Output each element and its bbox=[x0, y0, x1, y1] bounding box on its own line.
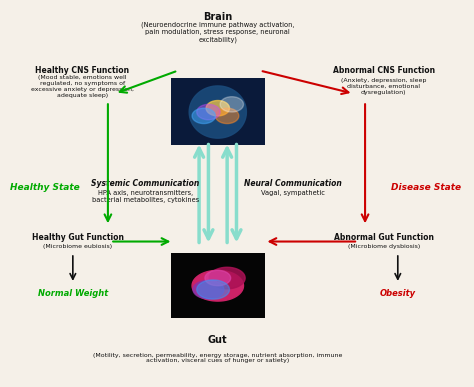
Text: Systemic Communication: Systemic Communication bbox=[91, 180, 200, 188]
Polygon shape bbox=[220, 97, 244, 112]
Text: Abnormal CNS Function: Abnormal CNS Function bbox=[333, 66, 435, 75]
Text: Abnormal Gut Function: Abnormal Gut Function bbox=[334, 233, 434, 242]
Text: Gut: Gut bbox=[208, 335, 228, 345]
FancyBboxPatch shape bbox=[171, 78, 264, 146]
Text: Disease State: Disease State bbox=[391, 183, 461, 192]
Text: (Microbiome eubiosis): (Microbiome eubiosis) bbox=[43, 244, 112, 249]
Text: (Mood stable, emotions well
regulated, no symptoms of
excessive anxiety or depre: (Mood stable, emotions well regulated, n… bbox=[31, 75, 134, 98]
Polygon shape bbox=[216, 108, 239, 123]
Text: Healthy Gut Function: Healthy Gut Function bbox=[31, 233, 124, 242]
Text: Obesity: Obesity bbox=[380, 289, 416, 298]
Text: HPA axis, neurotransmitters,
bacterial metabolites, cytokines: HPA axis, neurotransmitters, bacterial m… bbox=[91, 190, 199, 203]
Polygon shape bbox=[209, 267, 245, 289]
Text: Neural Communication: Neural Communication bbox=[244, 180, 341, 188]
Text: Healthy State: Healthy State bbox=[10, 183, 80, 192]
Polygon shape bbox=[192, 271, 244, 301]
Text: (Neuroendocrine immune pathway activation,
pain modulation, stress response, neu: (Neuroendocrine immune pathway activatio… bbox=[141, 22, 294, 43]
Polygon shape bbox=[192, 108, 216, 123]
Text: (Microbiome dysbiosis): (Microbiome dysbiosis) bbox=[347, 244, 420, 249]
Text: Vagal, sympathetic: Vagal, sympathetic bbox=[261, 190, 325, 197]
Polygon shape bbox=[193, 280, 224, 299]
Text: Normal Weight: Normal Weight bbox=[38, 289, 108, 298]
Polygon shape bbox=[189, 86, 246, 138]
Polygon shape bbox=[197, 280, 229, 299]
Polygon shape bbox=[197, 104, 220, 120]
Text: (Motility, secretion, permeability, energy storage, nutrient absorption, immune
: (Motility, secretion, permeability, ener… bbox=[93, 353, 343, 363]
FancyBboxPatch shape bbox=[171, 253, 264, 319]
Text: Healthy CNS Function: Healthy CNS Function bbox=[35, 66, 129, 75]
Polygon shape bbox=[205, 271, 231, 286]
Text: Brain: Brain bbox=[203, 12, 232, 22]
Text: (Anxiety, depression, sleep
disturbance, emotional
dysregulation): (Anxiety, depression, sleep disturbance,… bbox=[341, 79, 427, 95]
Polygon shape bbox=[206, 101, 229, 116]
